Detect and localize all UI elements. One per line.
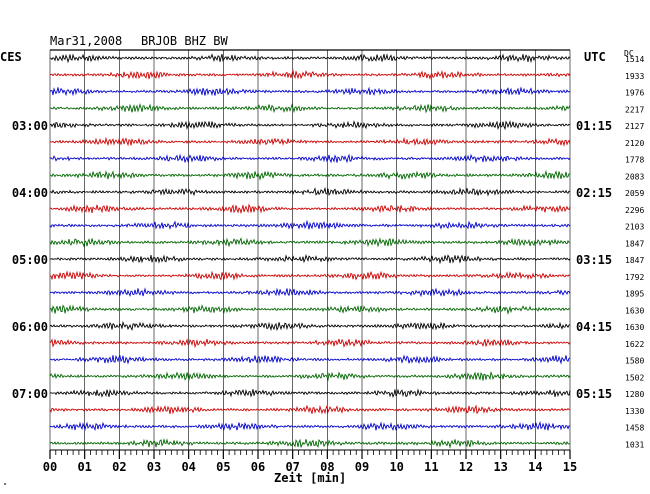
right-time-label: 03:15 xyxy=(576,253,612,267)
trace-row-5 xyxy=(49,120,571,131)
x-axis-ticks: 00 01 02 03 04 05 06 07 08 09 10 11 12 13 14 15 xyxy=(43,449,577,474)
dc-value-17: 1630 xyxy=(625,323,644,332)
trace-row-18 xyxy=(49,338,571,349)
trace-row-23 xyxy=(49,420,571,432)
x-tick-label-7: 07 xyxy=(285,460,299,474)
left-time-label: 03:00 xyxy=(12,119,48,133)
dc-value-13: 1847 xyxy=(625,256,644,265)
trace-row-7 xyxy=(49,153,571,164)
dc-value-14: 1792 xyxy=(625,273,644,282)
dc-value-15: 1895 xyxy=(625,290,644,299)
x-tick-label-1: 01 xyxy=(77,460,91,474)
dc-value-3: 1976 xyxy=(625,89,644,98)
x-tick-label-12: 12 xyxy=(459,460,473,474)
right-time-label: 04:15 xyxy=(576,320,612,334)
trace-row-14 xyxy=(49,270,571,281)
dc-value-20: 1502 xyxy=(625,373,644,382)
x-tick-label-0: 00 xyxy=(43,460,57,474)
trace-row-16 xyxy=(49,304,571,315)
trace-row-22 xyxy=(49,404,571,415)
trace-row-8 xyxy=(49,169,571,181)
trace-row-19 xyxy=(49,354,571,365)
corner-mark: " xyxy=(3,482,7,490)
x-tick-label-15: 15 xyxy=(563,460,577,474)
dc-value-21: 1280 xyxy=(625,390,644,399)
left-time-label: 06:00 xyxy=(12,320,48,334)
dc-value-8: 2083 xyxy=(625,172,644,181)
trace-row-15 xyxy=(49,287,571,298)
x-tick-label-2: 02 xyxy=(112,460,126,474)
right-timezone-label: UTC xyxy=(584,50,606,64)
dc-header-label: DC xyxy=(624,49,634,58)
dc-value-11: 2103 xyxy=(625,223,644,232)
x-tick-label-3: 03 xyxy=(147,460,161,474)
dc-value-4: 2217 xyxy=(625,105,644,114)
dc-value-16: 1630 xyxy=(625,306,644,315)
dc-value-5: 2127 xyxy=(625,122,644,131)
trace-row-13 xyxy=(49,253,571,265)
seismic-traces xyxy=(49,53,571,449)
x-tick-label-6: 06 xyxy=(251,460,265,474)
dc-value-24: 1031 xyxy=(625,440,644,449)
trace-row-11 xyxy=(49,219,571,230)
right-time-label: 02:15 xyxy=(576,186,612,200)
left-timezone-label: CES xyxy=(0,50,22,64)
x-axis-label: Zeit [min] xyxy=(274,471,346,485)
row-labels: 03:00 04:00 05:00 06:00 07:00 01:15 02:15 03:15… xyxy=(12,55,645,449)
trace-row-4 xyxy=(49,102,571,114)
x-tick-label-8: 08 xyxy=(320,460,334,474)
trace-row-21 xyxy=(49,388,571,399)
date-label: Mar31,2008 xyxy=(50,34,122,48)
trace-row-6 xyxy=(49,136,571,147)
trace-row-10 xyxy=(49,203,571,215)
dc-value-12: 1847 xyxy=(625,239,644,248)
x-tick-label-9: 09 xyxy=(355,460,369,474)
trace-row-12 xyxy=(49,237,571,248)
chart-labels: Mar31,2008 BRJOB BHZ BW CES UTC DC Zeit … xyxy=(0,34,634,490)
dc-value-9: 2059 xyxy=(625,189,644,198)
trace-row-20 xyxy=(49,371,571,382)
trace-row-17 xyxy=(49,320,571,332)
trace-row-24 xyxy=(49,437,571,449)
x-tick-label-4: 04 xyxy=(181,460,195,474)
minute-grid xyxy=(49,49,571,450)
trace-row-3 xyxy=(49,86,571,97)
trace-row-2 xyxy=(49,68,571,81)
left-time-label: 04:00 xyxy=(12,186,48,200)
trace-row-1 xyxy=(49,53,571,64)
trace-row-9 xyxy=(49,186,571,197)
dc-value-22: 1330 xyxy=(625,407,644,416)
left-time-label: 05:00 xyxy=(12,253,48,267)
x-tick-label-10: 10 xyxy=(389,460,403,474)
right-time-label: 01:15 xyxy=(576,119,612,133)
dc-value-18: 1622 xyxy=(625,340,644,349)
x-tick-label-5: 05 xyxy=(216,460,230,474)
x-tick-label-11: 11 xyxy=(424,460,438,474)
left-time-label: 07:00 xyxy=(12,387,48,401)
dc-value-7: 1778 xyxy=(625,156,644,165)
dc-value-6: 2120 xyxy=(625,139,644,148)
dc-value-10: 2296 xyxy=(625,206,644,215)
dc-value-19: 1580 xyxy=(625,357,644,366)
station-label: BRJOB BHZ BW xyxy=(141,34,228,48)
right-time-label: 05:15 xyxy=(576,387,612,401)
x-tick-label-13: 13 xyxy=(493,460,507,474)
dc-value-23: 1458 xyxy=(625,424,644,433)
dc-value-1: 1514 xyxy=(625,55,644,64)
x-tick-label-14: 14 xyxy=(528,460,542,474)
dc-value-2: 1933 xyxy=(625,72,644,81)
